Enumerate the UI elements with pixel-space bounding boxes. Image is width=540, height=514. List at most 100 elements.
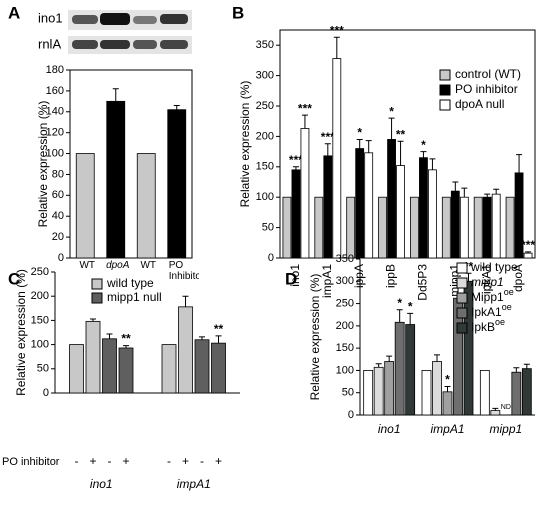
x-label-box: WT xyxy=(79,260,96,271)
bar xyxy=(373,366,384,416)
legend-name: Mipp1 xyxy=(471,290,504,304)
y-tick-label: 50 xyxy=(37,363,49,375)
y-axis-label: Relative expression (%) xyxy=(14,269,28,396)
condition-label: + xyxy=(122,454,129,468)
bar xyxy=(410,196,419,259)
error-bar xyxy=(444,385,451,392)
panel-label: C xyxy=(8,269,20,288)
blot-band xyxy=(72,15,98,24)
x-label-box: WT xyxy=(140,260,156,271)
error-bar xyxy=(434,354,440,362)
y-tick-label: 0 xyxy=(43,387,49,399)
legend-name: wild type xyxy=(470,260,518,274)
bar xyxy=(482,196,492,259)
y-tick-label: 300 xyxy=(336,275,354,287)
y-tick-label: 100 xyxy=(31,339,49,351)
bar xyxy=(69,344,84,394)
condition-label: - xyxy=(167,454,171,468)
bar xyxy=(346,196,356,259)
significance: * xyxy=(456,267,461,281)
y-tick-label: 100 xyxy=(256,191,274,203)
error-bar xyxy=(375,363,382,368)
significance: * xyxy=(389,104,394,118)
x-tick-label: mipp1 xyxy=(489,422,522,436)
blot-label: ino1 xyxy=(38,10,63,25)
condition-title: PO inhibitor xyxy=(2,456,60,468)
error-bar xyxy=(365,140,372,153)
y-axis-label: Relative expression (%) xyxy=(308,274,322,401)
x-label-box: PO Inhibitor xyxy=(168,260,199,282)
error-bar xyxy=(123,345,129,348)
legend-label: mipp1 xyxy=(471,275,504,289)
y-tick-label: 200 xyxy=(31,290,49,302)
error-bar xyxy=(292,166,299,170)
legend-label: IpkA1oe xyxy=(471,302,512,319)
y-tick-label: 120 xyxy=(46,127,64,139)
legend-label: dpoA null xyxy=(455,97,504,111)
legend-label: IpkBoe xyxy=(471,317,505,334)
bar xyxy=(396,165,405,259)
y-tick-label: 60 xyxy=(52,189,64,201)
bar xyxy=(405,324,416,416)
error-bar xyxy=(461,187,468,198)
bar xyxy=(363,370,374,416)
significance: *** xyxy=(330,23,344,37)
blot-band xyxy=(133,40,157,49)
legend-swatch xyxy=(91,278,103,290)
error-bar xyxy=(106,333,113,339)
bar xyxy=(300,128,310,259)
significance: ** xyxy=(396,127,406,141)
legend-label: control (WT) xyxy=(455,67,521,81)
error-bar xyxy=(324,143,331,156)
error-bar xyxy=(396,309,403,323)
significance: * xyxy=(445,373,450,387)
x-tick-label: ino1 xyxy=(288,264,302,287)
bar xyxy=(136,153,156,259)
y-tick-label: 250 xyxy=(256,100,274,112)
x-tick-label: ippA xyxy=(352,264,366,288)
axes xyxy=(359,259,535,416)
bar xyxy=(332,58,342,259)
blot-band xyxy=(100,13,130,25)
legend-superscript: oe xyxy=(495,317,505,327)
bar xyxy=(473,196,483,259)
bar xyxy=(428,169,437,259)
legend-swatch xyxy=(456,322,468,334)
bar xyxy=(161,344,177,394)
bar xyxy=(167,109,187,259)
value-label: ND xyxy=(501,404,511,411)
error-bar xyxy=(215,335,222,344)
error-bar xyxy=(523,363,530,369)
y-tick-label: 140 xyxy=(46,106,64,118)
bar xyxy=(384,361,395,416)
condition-label: + xyxy=(89,454,96,468)
bar xyxy=(450,190,460,259)
y-tick-label: 150 xyxy=(256,161,274,173)
y-tick-label: 150 xyxy=(336,342,354,354)
x-tick-label: WT xyxy=(79,260,96,271)
y-tick-label: 100 xyxy=(336,364,354,376)
y-tick-label: 200 xyxy=(256,130,274,142)
bar xyxy=(479,370,490,416)
x-tick-label: Dd5P3 xyxy=(416,264,430,301)
x-tick-label: PO Inhibitor xyxy=(168,260,199,282)
blot-band xyxy=(160,14,188,24)
y-tick-label: 40 xyxy=(52,210,64,222)
y-tick-label: 0 xyxy=(58,252,64,264)
bar xyxy=(491,193,501,259)
error-bar xyxy=(199,336,205,340)
error-bar xyxy=(388,117,395,140)
error-bar xyxy=(173,105,180,110)
blot-band xyxy=(160,40,188,49)
bar xyxy=(387,139,396,259)
significance: ** xyxy=(121,332,131,346)
bar xyxy=(505,196,515,259)
legend-swatch xyxy=(456,262,468,274)
bar xyxy=(102,338,117,394)
bar xyxy=(521,368,532,416)
legend-label: wild type xyxy=(470,260,518,274)
condition-label: + xyxy=(182,454,189,468)
legend-swatch xyxy=(456,292,468,304)
error-bar xyxy=(112,88,119,102)
bar xyxy=(421,370,432,416)
